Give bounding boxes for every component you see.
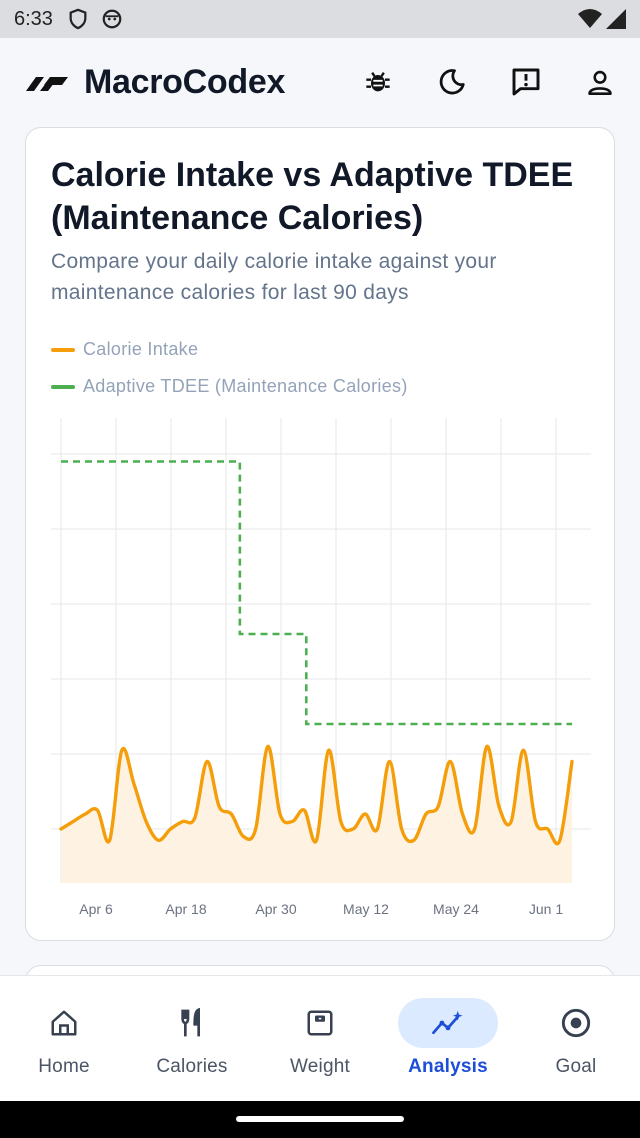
gesture-pill[interactable]	[236, 1116, 404, 1122]
x-tick-label: May 12	[343, 901, 389, 917]
legend-label: Adaptive TDEE (Maintenance Calories)	[83, 376, 408, 396]
goal-icon-wrap	[526, 998, 626, 1048]
tdee-line	[61, 460, 572, 726]
chart-legend: Calorie Intake Adaptive TDEE (Maintenanc…	[51, 331, 408, 405]
app-title: MacroCodex	[84, 62, 286, 101]
legend-item-tdee[interactable]: Adaptive TDEE (Maintenance Calories)	[51, 368, 408, 405]
intake-line	[59, 744, 574, 846]
fork-knife-icon	[181, 1007, 200, 1037]
x-tick-label: Apr 6	[79, 901, 113, 917]
bug-icon[interactable]	[362, 66, 394, 98]
nav-calories[interactable]: Calories	[128, 976, 256, 1101]
gesture-bar	[0, 1101, 640, 1138]
app-header: MacroCodex	[0, 38, 640, 126]
target-icon	[561, 1008, 591, 1038]
intake-area	[61, 746, 572, 883]
nav-label-calories: Calories	[156, 1056, 228, 1077]
x-tick-label: May 24	[433, 901, 479, 917]
moon-icon[interactable]	[436, 66, 468, 98]
x-tick-label: Jun 1	[529, 901, 563, 917]
nav-weight[interactable]: Weight	[256, 976, 384, 1101]
nav-label-weight: Weight	[290, 1056, 350, 1077]
card-subtitle: Compare your daily calorie intake agains…	[51, 250, 497, 304]
card-title: Calorie Intake vs Adaptive TDEE (Mainten…	[51, 156, 574, 237]
calorie-tdee-card: Calorie Intake vs Adaptive TDEE (Mainten…	[25, 127, 615, 941]
bottom-nav: Home Calories Weight Analysis Goal	[0, 975, 640, 1101]
home-icon-wrap	[14, 998, 114, 1048]
calories-icon-wrap	[142, 998, 242, 1048]
nav-analysis[interactable]: Analysis	[384, 976, 512, 1101]
shield-icon	[69, 8, 87, 30]
android-icon	[102, 9, 122, 29]
legend-item-calorie-intake[interactable]: Calorie Intake	[51, 331, 408, 368]
app-logo-icon	[26, 77, 68, 91]
status-time: 6:33	[14, 7, 53, 30]
nav-goal[interactable]: Goal	[512, 976, 640, 1101]
nav-label-goal: Goal	[555, 1056, 597, 1077]
legend-swatch-intake	[51, 347, 75, 352]
home-icon	[51, 1010, 77, 1036]
feedback-icon[interactable]	[510, 66, 542, 98]
x-tick-label: Apr 18	[165, 901, 206, 917]
analysis-icon	[432, 1010, 463, 1035]
signal-icon	[606, 9, 626, 29]
status-bar: 6:33	[0, 0, 640, 38]
nav-home[interactable]: Home	[0, 976, 128, 1101]
nav-label-home: Home	[38, 1056, 90, 1077]
legend-swatch-tdee	[51, 384, 75, 389]
scale-icon	[307, 1010, 333, 1036]
weight-icon-wrap	[270, 998, 370, 1048]
nav-label-analysis: Analysis	[408, 1056, 488, 1077]
wifi-icon	[578, 9, 602, 28]
calorie-chart[interactable]: Apr 6 Apr 18 Apr 30 May 12 May 24 Jun 1	[51, 418, 601, 928]
x-tick-label: Apr 30	[255, 901, 296, 917]
analysis-icon-wrap	[398, 998, 498, 1048]
profile-icon[interactable]	[584, 66, 616, 98]
legend-label: Calorie Intake	[83, 339, 199, 359]
